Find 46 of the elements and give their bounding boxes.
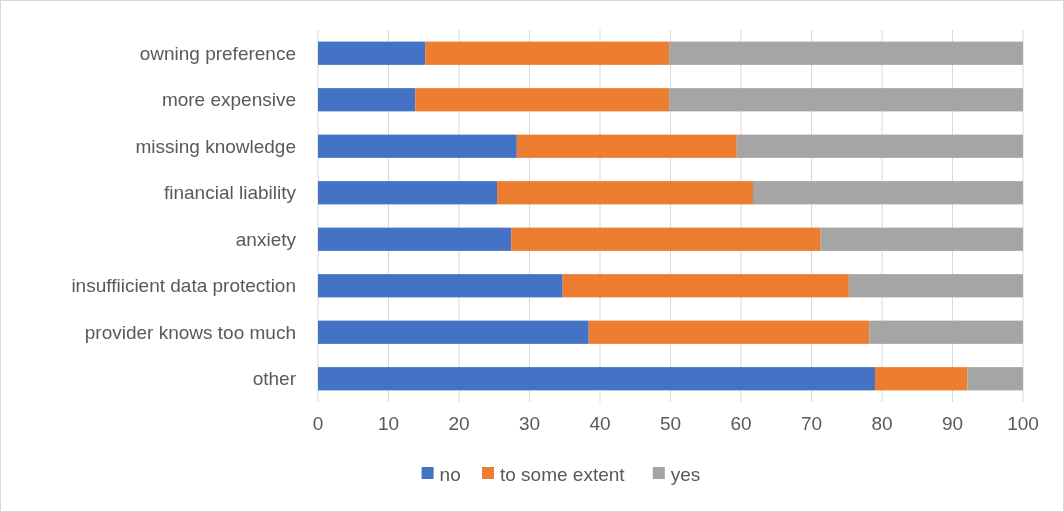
y-tick-label: insuffiicient data protection (71, 275, 296, 297)
bar (318, 88, 416, 112)
y-tick-label: financial liability (163, 182, 297, 204)
bar (511, 227, 821, 251)
x-tick-label: 60 (730, 413, 752, 434)
legend-label: to some extent (500, 463, 626, 485)
bar (318, 181, 498, 205)
bar (848, 274, 1023, 298)
y-tick-label: provider knows too much (84, 321, 296, 343)
bar (669, 41, 1023, 65)
x-tick-label: 90 (941, 413, 964, 434)
bar (318, 41, 426, 65)
x-tick-label: 0 (312, 413, 324, 434)
bar (820, 227, 1023, 251)
bar (736, 134, 1023, 158)
y-tick-label: missing knowledge (135, 135, 296, 157)
legend-label: yes (670, 463, 701, 485)
bar (588, 320, 870, 344)
bar (562, 274, 849, 298)
bar (497, 181, 753, 205)
bar (967, 367, 1023, 391)
x-tick-label: 70 (800, 413, 823, 434)
x-tick-label: 10 (377, 413, 400, 434)
y-tick-label: owning preference (139, 42, 296, 64)
x-tick-label: 80 (871, 413, 893, 434)
bar (752, 181, 1023, 205)
x-tick-label: 100 (1007, 413, 1039, 434)
x-tick-label: 50 (659, 413, 682, 434)
bar (318, 320, 589, 344)
bar (425, 41, 670, 65)
legend-label: no (439, 463, 461, 485)
bar (415, 88, 670, 112)
x-tick-label: 30 (518, 413, 541, 434)
y-tick-label: anxiety (235, 228, 297, 250)
bar (874, 367, 968, 391)
y-tick-label: other (252, 368, 297, 390)
bar (318, 367, 875, 391)
bar (318, 227, 512, 251)
bar (516, 134, 737, 158)
bar (318, 274, 563, 298)
y-tick-label: more expensive (161, 89, 296, 111)
bar (318, 134, 517, 158)
bar (669, 88, 1023, 112)
bar (869, 320, 1023, 344)
x-tick-label: 20 (448, 413, 470, 434)
x-tick-label: 40 (589, 413, 611, 434)
